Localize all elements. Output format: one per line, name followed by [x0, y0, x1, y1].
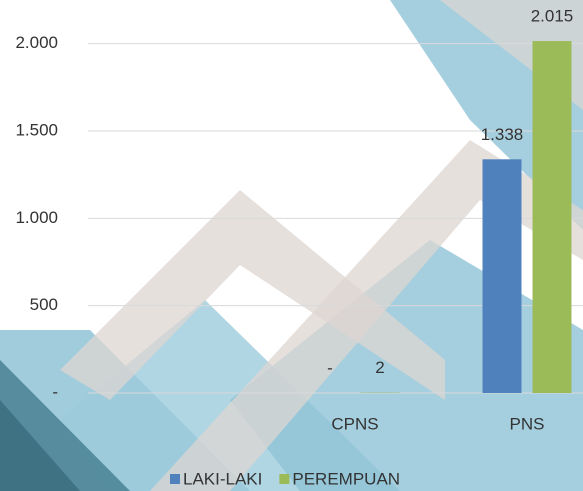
y-tick-label: 1.000 [15, 208, 58, 227]
value-label: 2.015 [531, 7, 574, 26]
chart: - 500 1.000 1.500 2.000 CPNS - 2 PNS 1.338 2.015 LA… [0, 0, 583, 491]
value-label: 2 [375, 358, 384, 377]
bar [533, 41, 572, 393]
page: {"chart_data": {"type": "bar", "categori… [0, 0, 583, 491]
y-tick-label: 500 [30, 295, 58, 314]
legend-swatch [170, 474, 180, 484]
x-tick-label: PNS [510, 414, 545, 433]
y-tick-label: - [52, 382, 58, 401]
legend-swatch [279, 474, 289, 484]
value-label: 1.338 [481, 125, 524, 144]
legend-label: LAKI-LAKI [183, 469, 262, 488]
x-tick-label: CPNS [331, 414, 378, 433]
y-tick-label: 2.000 [15, 33, 58, 52]
y-tick-label: 1.500 [15, 120, 58, 139]
legend-label: PEREMPUAN [292, 469, 400, 488]
bar [483, 159, 522, 393]
value-label: - [327, 358, 333, 377]
